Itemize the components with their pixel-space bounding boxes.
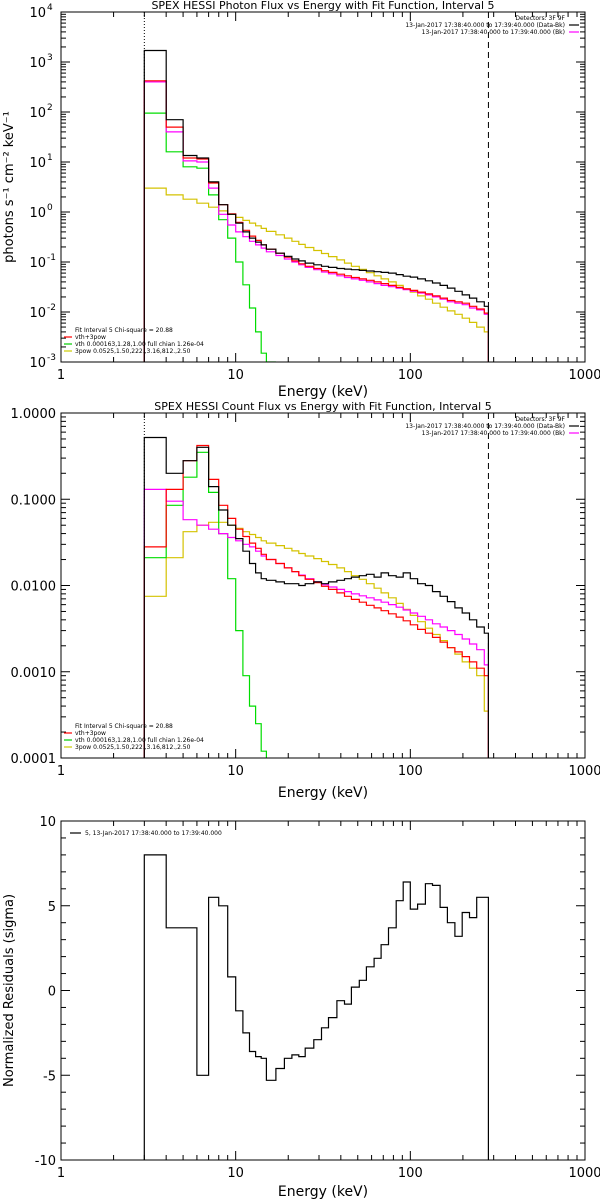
plot-frame <box>60 412 586 759</box>
x-tick-label: 100 <box>398 764 423 779</box>
x-axis-label: Energy (keV) <box>278 1184 368 1200</box>
legend-bottom-entry: Fit Interval 5 Chi-square = 20.88 <box>75 723 173 730</box>
panel-2: SPEX HESSI Count Flux vs Energy with Fit… <box>11 400 600 801</box>
y-tick-label: 10 <box>29 6 46 21</box>
series-vth <box>143 451 267 758</box>
y-tick-label: 5 <box>48 900 56 915</box>
x-tick-label: 1000 <box>568 368 600 383</box>
legend-top-entry: Detectors: 3F 9F <box>515 416 565 423</box>
x-tick-label: 10 <box>227 368 244 383</box>
y-tick-label: 10 <box>29 156 46 171</box>
series-3pow <box>143 521 489 758</box>
series-3pow <box>143 187 489 362</box>
series-residuals <box>143 854 489 1160</box>
y-tick-label: 10 <box>29 106 46 121</box>
plot-frame <box>60 11 586 363</box>
x-axis-label: Energy (keV) <box>278 384 368 400</box>
legend-bottom-entry: vth 0.000163,1.28,1.00 full chian 1.26e-… <box>75 341 204 348</box>
y-tick-label: 0.0001 <box>11 752 57 767</box>
x-tick-label: 1 <box>57 368 65 383</box>
x-tick-label: 1 <box>57 764 65 779</box>
legend-top-entry: 5, 13-Jan-2017 17:38:40.000 to 17:39:40.… <box>85 830 222 837</box>
y-tick-label: 0.0010 <box>11 666 57 681</box>
x-tick-label: 100 <box>398 1166 423 1181</box>
series-background <box>143 488 489 758</box>
y-tick-exponent: 2 <box>47 103 53 113</box>
y-tick-exponent: 1 <box>47 153 53 163</box>
series-data <box>143 49 489 362</box>
y-tick-exponent: 4 <box>47 3 53 13</box>
y-tick-label: 10 <box>29 356 46 371</box>
x-tick-label: 1000 <box>568 764 600 779</box>
legend-bottom-entry: vth 0.000163,1.28,1.00 full chian 1.26e-… <box>75 737 204 744</box>
series-data <box>143 436 489 758</box>
plot-frame <box>60 820 586 1161</box>
plot-area <box>143 854 489 1160</box>
chart-title: SPEX HESSI Photon Flux vs Energy with Fi… <box>151 0 494 12</box>
legend-bottom-entry: 3pow 0.0525,1.50,222.,3.16,812.,2.50 <box>75 348 191 355</box>
legend-top-entry: 13-Jan-2017 17:38:40.000 to 17:39:40.000… <box>405 22 565 29</box>
series-vth+3pow <box>143 444 489 758</box>
legend-top-entry: 13-Jan-2017 17:38:40.000 to 17:39:40.000… <box>422 29 565 36</box>
y-tick-label: 10 <box>39 815 56 830</box>
y-axis-label: Normalized Residuals (sigma) <box>2 894 17 1087</box>
legend-top-entry: Detectors: 3F 9F <box>515 15 565 22</box>
chart-title: SPEX HESSI Count Flux vs Energy with Fit… <box>154 400 491 413</box>
y-tick-label: 0 <box>48 985 56 1000</box>
y-tick-exponent: 0 <box>47 203 53 213</box>
legend-bottom-entry: vth+3pow <box>75 334 106 341</box>
legend-bottom-entry: 3pow 0.0525,1.50,222.,3.16,812.,2.50 <box>75 744 191 751</box>
plot-area <box>143 12 489 362</box>
y-tick-label: -5 <box>43 1069 56 1084</box>
y-tick-exponent: -2 <box>47 303 56 313</box>
legend-top-entry: 13-Jan-2017 17:38:40.000 to 17:39:40.000… <box>405 423 565 430</box>
y-tick-exponent: -3 <box>47 353 56 363</box>
x-tick-label: 10 <box>227 764 244 779</box>
x-axis-label: Energy (keV) <box>278 785 368 801</box>
panel-3: 1 10 100 1000 Energy (keV) -10 -5 0 5 10 Normalize… <box>2 815 600 1200</box>
legend-bottom-entry: Fit Interval 5 Chi-square = 20.88 <box>75 327 173 334</box>
legend-top-entry: 13-Jan-2017 17:38:40.000 to 17:39:40.000… <box>422 430 565 437</box>
plot-area <box>143 413 489 758</box>
series-background <box>143 81 489 362</box>
legend-bottom-entry: vth+3pow <box>75 730 106 737</box>
y-tick-label: -10 <box>35 1154 56 1169</box>
y-tick-label: 1.0000 <box>11 407 57 422</box>
y-tick-label: 0.1000 <box>11 493 57 508</box>
y-tick-exponent: 3 <box>47 53 53 63</box>
x-tick-label: 1 <box>57 1166 65 1181</box>
y-tick-label: 10 <box>29 256 46 271</box>
y-tick-exponent: -1 <box>47 253 56 263</box>
y-axis-label: photons s⁻¹ cm⁻² keV⁻¹ <box>2 111 17 263</box>
x-tick-label: 100 <box>398 368 423 383</box>
panel-1: SPEX HESSI Photon Flux vs Energy with Fi… <box>2 0 600 400</box>
x-tick-label: 1000 <box>568 1166 600 1181</box>
y-tick-label: 10 <box>29 56 46 71</box>
x-tick-label: 10 <box>227 1166 244 1181</box>
y-tick-label: 0.0100 <box>11 580 57 595</box>
y-tick-label: 10 <box>29 306 46 321</box>
series-vth+3pow <box>143 80 489 362</box>
y-tick-label: 10 <box>29 206 46 221</box>
